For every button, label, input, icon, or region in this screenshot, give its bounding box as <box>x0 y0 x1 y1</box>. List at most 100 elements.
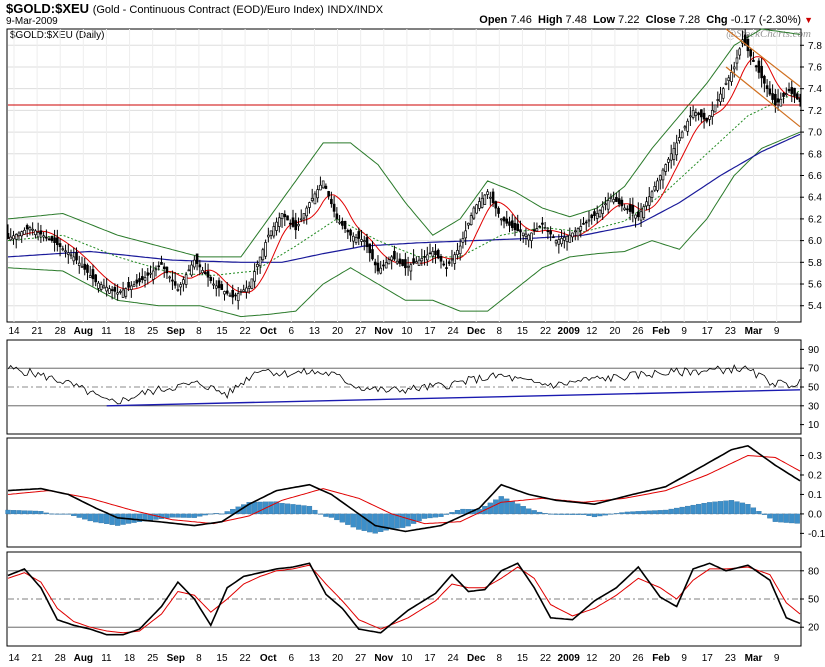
price-x-label: 11 <box>101 326 112 337</box>
candle-body <box>763 75 766 84</box>
macd-histogram-bar <box>54 513 60 515</box>
candle-body <box>83 263 87 270</box>
candle-body <box>45 236 48 239</box>
ohlc-readout: Open 7.46 High 7.48 Low 7.22 Close 7.28 … <box>479 14 813 26</box>
macd-histogram-bar <box>706 502 713 515</box>
candle-body <box>713 104 717 113</box>
candle-body <box>308 202 311 208</box>
candle-body <box>691 110 695 118</box>
candle-body <box>757 60 761 73</box>
candle-body <box>406 265 410 268</box>
bollinger-lower-line <box>7 131 801 318</box>
candle-body <box>184 274 188 285</box>
candle-body <box>316 189 319 199</box>
rsi-y-tick-label: 50 <box>808 383 820 394</box>
candle-body <box>480 197 484 208</box>
candle-body <box>253 271 256 282</box>
bottom-x-label: 8 <box>196 653 202 664</box>
candle-body <box>579 226 583 231</box>
price-x-label: 9 <box>681 326 687 337</box>
candle-body <box>299 218 303 221</box>
candle-body <box>121 289 125 298</box>
macd-histogram-bar <box>750 507 757 515</box>
candle-body <box>732 66 736 70</box>
candle-body <box>702 112 706 120</box>
candle-body <box>601 206 604 214</box>
macd-histogram-bar <box>345 513 351 525</box>
candle-body <box>793 87 796 97</box>
macd-histogram-bar <box>180 513 187 518</box>
candle-body <box>434 250 437 256</box>
bottom-x-label: 27 <box>355 653 367 664</box>
candle-body <box>642 206 646 219</box>
macd-histogram-bar <box>498 496 504 515</box>
candle-body <box>727 77 731 81</box>
candle-body <box>439 256 443 262</box>
candle-body <box>606 200 610 210</box>
macd-histogram-bar <box>394 513 400 529</box>
macd-histogram-bar <box>284 503 291 515</box>
candle-body <box>554 240 558 244</box>
candle-body <box>689 115 692 118</box>
candle-body <box>206 271 210 278</box>
candle-body <box>527 234 531 241</box>
macd-histogram-bar <box>115 513 121 526</box>
bottom-x-label: 21 <box>32 653 44 664</box>
bottom-x-label: Dec <box>467 653 486 664</box>
macd-histogram-bar <box>756 511 762 515</box>
macd-histogram-bar <box>542 513 548 515</box>
candle-body <box>604 203 607 206</box>
candle-body <box>776 98 780 103</box>
candle-body <box>645 201 648 207</box>
candle-body <box>628 204 632 212</box>
macd-line <box>7 444 801 533</box>
macd-histogram-bar <box>136 513 143 522</box>
candle-body <box>502 217 506 222</box>
candle-body <box>387 259 391 265</box>
macd-histogram-bar <box>290 504 296 515</box>
macd-histogram-bar <box>246 502 252 515</box>
macd-histogram-bar <box>98 513 104 524</box>
candle-body <box>664 164 668 172</box>
macd-histogram-bar <box>43 512 49 515</box>
bottom-x-label: 17 <box>702 653 714 664</box>
bottom-x-label: 6 <box>289 653 295 664</box>
candle-body <box>650 191 654 198</box>
macd-histogram-bar <box>767 513 773 519</box>
candle-body <box>97 282 100 289</box>
candle-body <box>116 292 119 295</box>
candle-body <box>36 232 40 238</box>
macd-histogram-bar <box>109 513 115 525</box>
channel-upper-line <box>725 28 801 87</box>
macd-histogram-bar <box>630 511 636 515</box>
candle-body <box>165 266 169 274</box>
candle-body <box>302 213 306 219</box>
macd-histogram-bar <box>586 513 592 516</box>
candle-body <box>376 262 380 272</box>
macd-histogram-bar <box>537 511 543 515</box>
candle-body <box>23 229 26 235</box>
candle-body <box>530 232 533 241</box>
candle-body <box>450 258 454 261</box>
macd-histogram-bar <box>273 501 280 515</box>
candle-body <box>571 232 574 238</box>
candle-body <box>760 65 763 79</box>
price-y-tick-label: 6.8 <box>808 149 822 160</box>
candle-body <box>538 225 541 228</box>
bottom-x-label: Aug <box>74 653 93 664</box>
candle-body <box>623 207 626 211</box>
price-panel-label: $GOLD:$XEU (Daily) <box>10 30 105 41</box>
candle-body <box>360 239 363 242</box>
macd-histogram-bar <box>87 513 93 522</box>
price-x-label: 23 <box>725 326 737 337</box>
open-value: 7.46 <box>510 14 532 26</box>
candle-body <box>499 218 503 221</box>
macd-histogram-bar <box>504 498 510 515</box>
candle-body <box>291 217 295 227</box>
candle-body <box>223 291 226 295</box>
macd-histogram-bar <box>641 510 647 515</box>
candle-body <box>264 242 267 257</box>
candle-body <box>453 254 457 264</box>
macd-histogram-bar <box>690 504 696 515</box>
